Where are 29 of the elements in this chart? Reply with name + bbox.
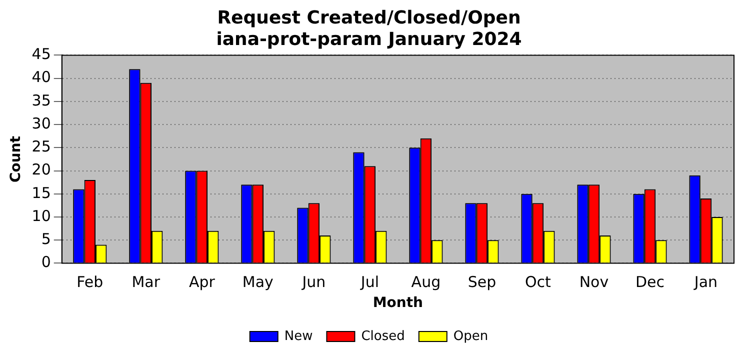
x-tick-label: Sep [468,273,496,292]
x-tick-label: Mar [132,273,161,292]
y-tick-label: 0 [41,253,51,272]
legend-label: New [284,328,314,344]
y-tick-label: 30 [32,114,51,132]
chart-title: Request Created/Closed/Open [217,7,521,28]
y-tick-label: 20 [32,160,51,179]
y-axis-title: Count [8,136,24,182]
x-tick-label: Oct [525,273,552,292]
y-tick-label: 10 [32,206,51,225]
y-tick-label: 35 [32,91,51,110]
y-tick-label: 5 [41,230,51,248]
x-tick-label: Nov [579,273,609,292]
y-tick-label: 15 [32,184,51,202]
x-tick-label: Jan [693,273,718,292]
y-tick-label: 40 [32,68,51,86]
x-tick-label: Jun [301,273,326,292]
x-axis-title: Month [372,295,424,312]
x-tick-label: Dec [635,273,664,292]
legend-label: Open [453,328,488,344]
x-tick-label: May [242,273,274,292]
x-tick-label: Feb [76,273,104,292]
chart-subtitle: iana-prot-param January 2024 [216,29,522,50]
x-tick-label: Aug [411,273,441,292]
x-tick-label: Apr [188,273,216,292]
y-tick-label: 25 [32,138,51,156]
x-tick-label: Jul [360,273,379,292]
y-tick-label: 45 [32,45,51,64]
legend-label: Closed [361,328,405,344]
